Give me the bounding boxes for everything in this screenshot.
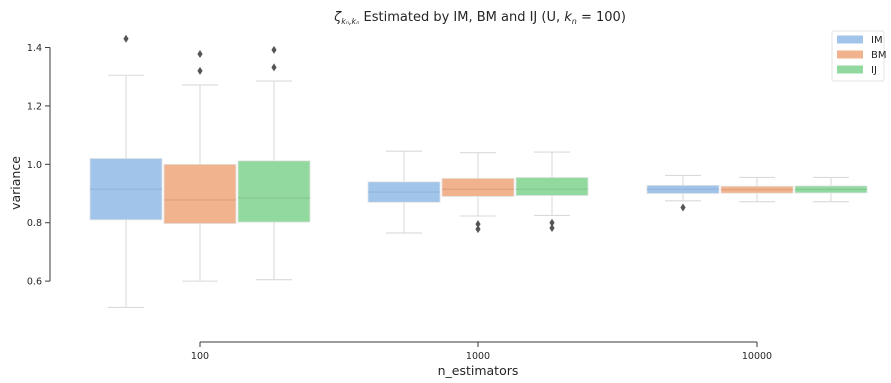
box-bm-10000 [720, 176, 794, 203]
outlier-point [549, 223, 555, 232]
x-axis: 100 1000 10000 [191, 341, 772, 362]
chart-title: ζkₙ,kₙ Estimated by IM, BM and IJ (U, kn… [333, 10, 626, 26]
box-bm-1000 [441, 152, 515, 234]
y-tick-label: 0.8 [27, 218, 42, 229]
outlier-point [680, 203, 686, 212]
box-ij-10000 [794, 176, 868, 203]
title-kn: k [564, 10, 572, 25]
box-im-100 [89, 34, 163, 308]
y-tick-label: 1.0 [27, 160, 42, 171]
legend: IM BM IJ [831, 30, 887, 82]
title-kn-subscript: n [572, 17, 577, 26]
x-tick-label: 10000 [742, 351, 772, 362]
legend-label-im: IM [871, 35, 883, 46]
legend-label-ij: IJ [871, 65, 877, 76]
y-tick-label: 1.2 [27, 101, 42, 112]
outlier-point [475, 220, 481, 229]
y-tick-label: 1.4 [27, 43, 42, 54]
box-bm-100 [163, 49, 237, 282]
box-im-10000 [646, 174, 720, 212]
box-iqr [163, 163, 237, 224]
outlier-point [271, 63, 277, 72]
boxes-layer [89, 34, 868, 308]
box-iqr [515, 177, 589, 196]
x-tick-label: 1000 [466, 351, 490, 362]
legend-label-bm: BM [871, 50, 887, 61]
title-text-middle: Estimated by IM, BM and IJ (U, [359, 10, 564, 25]
outlier-point [271, 45, 277, 54]
legend-swatch-bm [837, 50, 863, 59]
outlier-point [123, 34, 129, 43]
legend-swatch-ij [837, 65, 863, 74]
legend-swatch-im [837, 35, 863, 44]
outlier-point [475, 225, 481, 234]
outlier-point [197, 66, 203, 75]
box-iqr [237, 160, 311, 223]
outlier-point [197, 49, 203, 58]
box-ij-1000 [515, 151, 589, 232]
outlier-point [549, 218, 555, 227]
title-zeta: ζ [333, 10, 342, 25]
title-text-end: = 100) [577, 10, 626, 25]
box-ij-100 [237, 45, 311, 281]
x-axis-label: n_estimators [438, 363, 519, 378]
y-axis-label: variance [8, 156, 23, 210]
box-iqr [441, 177, 515, 197]
title-zeta-subscript: kₙ,kₙ [341, 17, 359, 26]
y-tick-label: 0.6 [27, 277, 42, 288]
y-axis: 0.6 0.8 1.0 1.2 1.4 [27, 43, 51, 288]
x-tick-label: 100 [191, 351, 209, 362]
box-im-1000 [367, 150, 441, 234]
